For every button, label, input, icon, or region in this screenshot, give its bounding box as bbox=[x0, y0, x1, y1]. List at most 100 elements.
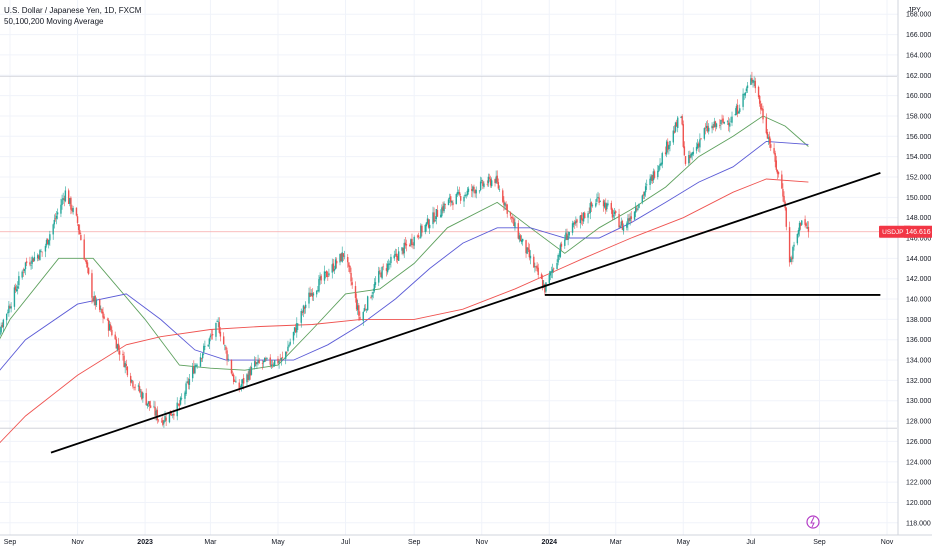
candle-body bbox=[441, 207, 443, 216]
candle-body bbox=[560, 243, 563, 247]
candle-body bbox=[293, 327, 296, 332]
candle-body bbox=[317, 290, 319, 292]
candle-body bbox=[551, 269, 554, 273]
candle-body bbox=[173, 413, 175, 416]
candle-body bbox=[528, 249, 531, 258]
candle-body bbox=[147, 401, 150, 405]
candle-body bbox=[506, 204, 508, 214]
candle-body bbox=[288, 345, 290, 347]
ma-100-line bbox=[0, 140, 809, 371]
candle-body bbox=[595, 203, 597, 207]
candle-body bbox=[703, 128, 706, 139]
candle-body bbox=[323, 271, 326, 281]
x-tick-label: Sep bbox=[408, 539, 421, 546]
candle-body bbox=[658, 165, 660, 171]
candle-body bbox=[153, 406, 155, 408]
candle-body bbox=[642, 194, 645, 196]
candle-body bbox=[611, 209, 614, 218]
price-badge-value: 146.616 bbox=[905, 229, 930, 236]
candle-body bbox=[669, 141, 671, 146]
candle-body bbox=[455, 194, 457, 205]
candle-body bbox=[402, 248, 404, 254]
candle-body bbox=[87, 267, 90, 274]
y-tick-label: 132.000 bbox=[906, 378, 931, 385]
candle-body bbox=[76, 216, 79, 223]
candle-body bbox=[750, 78, 752, 85]
candle-body bbox=[22, 271, 24, 273]
candle-body bbox=[349, 265, 351, 273]
candle-body bbox=[285, 351, 287, 359]
candle-body bbox=[93, 296, 95, 302]
candle-body bbox=[168, 412, 171, 423]
candle-body bbox=[380, 272, 382, 278]
y-tick-label: 130.000 bbox=[906, 398, 931, 405]
candle-body bbox=[318, 279, 320, 292]
candle-body bbox=[774, 153, 776, 162]
candle-body bbox=[312, 293, 315, 296]
candle-body bbox=[762, 108, 764, 120]
candle-body bbox=[163, 421, 165, 424]
candle-body bbox=[154, 406, 156, 416]
candle-body bbox=[405, 244, 408, 246]
candle-body bbox=[711, 125, 713, 129]
candle-body bbox=[553, 268, 555, 270]
candle-body bbox=[590, 202, 593, 207]
candle-body bbox=[615, 211, 617, 213]
candle-body bbox=[287, 346, 289, 352]
candle-body bbox=[638, 203, 640, 208]
candle-body bbox=[30, 264, 32, 266]
candle-body bbox=[327, 276, 329, 277]
candle-body bbox=[541, 280, 544, 289]
candle-body bbox=[334, 259, 337, 270]
symbol-title[interactable]: U.S. Dollar / Japanese Yen, 1D, FXCM bbox=[4, 6, 142, 15]
candle-body bbox=[557, 254, 559, 263]
candle-body bbox=[15, 289, 18, 292]
candle-body bbox=[342, 253, 345, 257]
candle-body bbox=[544, 283, 546, 293]
candle-body bbox=[60, 204, 62, 214]
candle-body bbox=[310, 293, 312, 296]
candle-body bbox=[24, 262, 27, 270]
candle-body bbox=[425, 222, 428, 227]
candle-body bbox=[7, 312, 9, 314]
candle-body bbox=[64, 190, 67, 202]
candle-body bbox=[265, 359, 267, 361]
candle-body bbox=[672, 130, 675, 143]
candle-body bbox=[434, 220, 436, 222]
candle-body bbox=[443, 203, 445, 212]
candle-body bbox=[619, 225, 621, 228]
candle-body bbox=[526, 247, 528, 254]
indicator-label[interactable]: 50,100,200 Moving Average bbox=[4, 17, 104, 26]
candle-body bbox=[170, 415, 173, 416]
candle-body bbox=[465, 195, 467, 196]
candle-body bbox=[729, 123, 731, 127]
candle-body bbox=[279, 359, 281, 361]
x-tick-label: Nov bbox=[881, 539, 894, 546]
candle-body bbox=[388, 263, 390, 265]
candle-body bbox=[704, 127, 707, 129]
event-icon bbox=[806, 515, 820, 529]
candle-body bbox=[581, 218, 584, 221]
candle-body bbox=[410, 239, 412, 246]
candle-body bbox=[799, 223, 802, 226]
candle-body bbox=[602, 200, 605, 207]
candle-body bbox=[365, 309, 368, 311]
candle-body bbox=[599, 201, 601, 202]
candle-body bbox=[77, 224, 80, 231]
candle-body bbox=[381, 267, 383, 279]
candle-body bbox=[103, 316, 105, 319]
candle-body bbox=[575, 220, 577, 224]
candle-body bbox=[162, 420, 164, 425]
candle-body bbox=[48, 239, 50, 245]
candle-body bbox=[466, 190, 469, 196]
candle-body bbox=[587, 213, 589, 218]
candle-body bbox=[224, 345, 226, 346]
candle-body bbox=[145, 393, 147, 406]
candle-body bbox=[628, 218, 630, 221]
candle-body bbox=[688, 155, 690, 164]
candle-body bbox=[335, 260, 338, 264]
candle-body bbox=[199, 357, 202, 367]
candle-body bbox=[115, 339, 118, 349]
currency-label: JPY bbox=[908, 7, 921, 14]
